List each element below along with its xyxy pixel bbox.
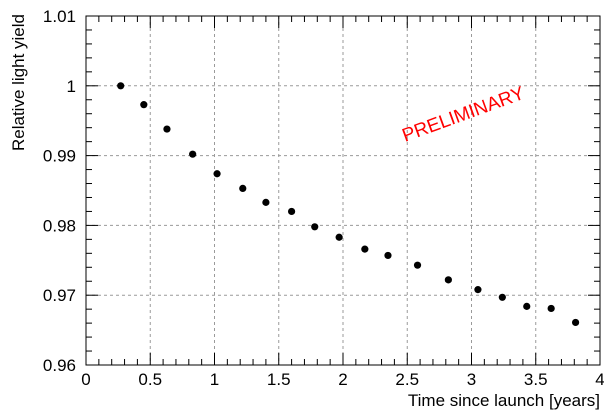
data-point	[311, 223, 319, 231]
data-point	[498, 293, 506, 301]
y-tick-label: 1.01	[43, 7, 76, 26]
data-point	[117, 82, 125, 90]
data-point	[239, 184, 247, 193]
data-point	[571, 318, 580, 327]
grid-layer	[86, 16, 600, 365]
x-tick-label: 4	[595, 370, 604, 389]
x-tick-label: 1.5	[267, 370, 291, 389]
data-point	[140, 101, 148, 109]
preliminary-annotation: PRELIMINARY	[400, 83, 528, 147]
x-tick-label: 3.5	[524, 370, 548, 389]
data-point	[163, 125, 171, 133]
x-tick-label: 3	[467, 370, 476, 389]
data-point	[474, 286, 482, 294]
y-tick-label: 0.97	[43, 286, 76, 305]
data-point	[523, 302, 531, 310]
data-point	[384, 251, 392, 260]
x-axis-title: Time since launch [years]	[408, 391, 600, 410]
data-point	[335, 233, 343, 241]
x-tick-label: 2	[338, 370, 347, 389]
y-tick-label: 0.98	[43, 216, 76, 235]
data-point	[189, 150, 197, 158]
ticks-layer	[85, 15, 601, 366]
data-point	[213, 170, 221, 178]
x-tick-label: 0.5	[138, 370, 162, 389]
data-point	[413, 261, 422, 269]
y-axis-title: Relative light yield	[9, 14, 28, 151]
y-tick-label: 1	[67, 77, 76, 96]
y-tick-label: 0.99	[43, 147, 76, 166]
x-tick-label: 1	[210, 370, 219, 389]
data-point	[361, 245, 369, 253]
labels-layer: 0 0.5 1 1.5 2 2.5 3 3.5 4 0.96 0.97 0.98 0.99 1 1.01	[43, 7, 604, 389]
data-point	[444, 276, 452, 284]
x-tick-label: 0	[81, 370, 90, 389]
points-layer	[117, 82, 580, 327]
data-point	[262, 198, 270, 206]
data-point	[547, 304, 555, 313]
x-tick-label: 2.5	[395, 370, 419, 389]
data-point	[288, 207, 296, 216]
y-tick-label: 0.96	[43, 356, 76, 375]
